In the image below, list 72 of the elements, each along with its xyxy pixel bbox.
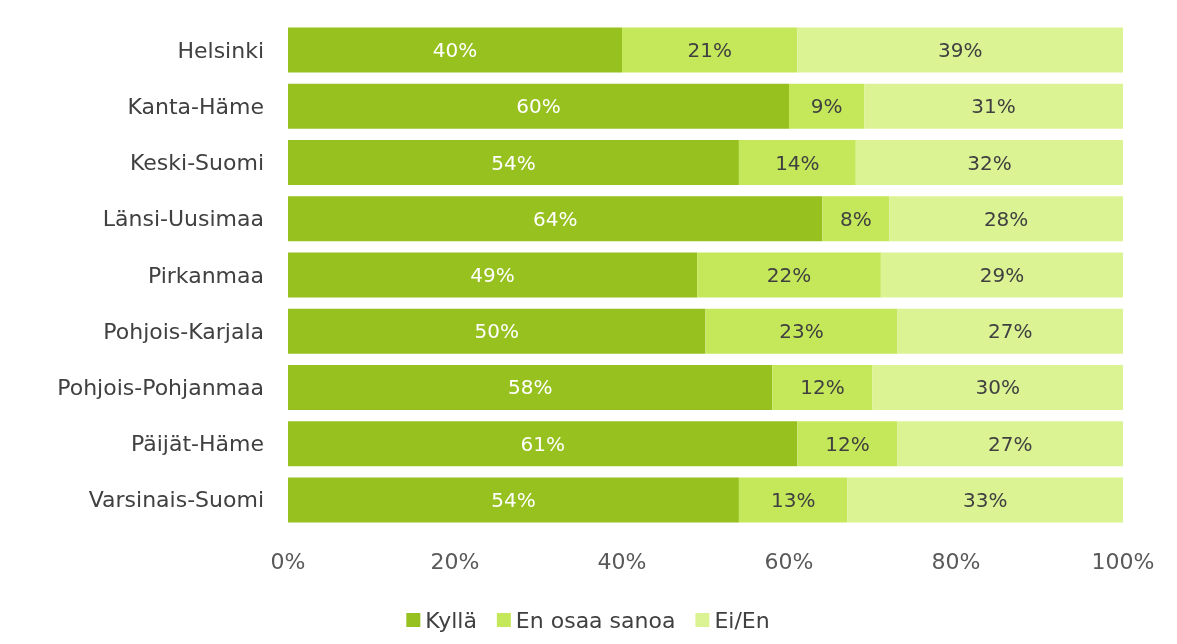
y-tick-label: Pirkanmaa — [147, 262, 264, 288]
bar — [864, 83, 1123, 129]
bar — [705, 308, 898, 354]
data-label: 54% — [491, 150, 536, 175]
bar — [822, 196, 890, 242]
bar — [288, 308, 706, 354]
data-label: 12% — [825, 431, 870, 456]
data-label: 14% — [775, 150, 820, 175]
data-label: 8% — [839, 206, 872, 231]
y-tick-label: Pohjois-Karjala — [103, 318, 264, 344]
x-tick-label: 20% — [430, 548, 480, 574]
bar — [897, 421, 1123, 467]
bar — [855, 140, 1123, 186]
bar — [789, 83, 865, 129]
bar — [797, 421, 898, 467]
x-tick-label: 100% — [1091, 548, 1155, 574]
data-label: 22% — [766, 263, 812, 287]
bar — [288, 252, 698, 298]
data-label: 32% — [967, 150, 1012, 175]
data-label: 50% — [474, 319, 519, 344]
data-label: 60% — [516, 94, 561, 119]
bar — [738, 140, 856, 186]
bar — [288, 477, 739, 523]
data-label: 61% — [520, 431, 565, 456]
y-tick-label: Länsi-Uusimaa — [102, 206, 264, 232]
data-label: 23% — [779, 319, 824, 344]
bar — [880, 252, 1123, 298]
x-tick-label: 60% — [764, 548, 814, 574]
data-label: 27% — [988, 431, 1033, 456]
legend-label: Ei/En — [714, 607, 770, 633]
bar — [288, 364, 773, 410]
bar — [872, 364, 1123, 410]
bar — [288, 27, 622, 73]
legend-label: Kyllä — [425, 607, 477, 633]
bar — [622, 27, 798, 73]
data-label: 9% — [810, 94, 843, 119]
y-tick-label: Kanta-Häme — [127, 93, 264, 119]
data-label: 40% — [432, 38, 478, 63]
data-label: 31% — [971, 94, 1016, 119]
x-tick-label: 0% — [270, 548, 306, 574]
legend-label: En osaa sanoa — [515, 607, 676, 633]
data-label: 28% — [983, 206, 1029, 231]
x-tick-label: 40% — [597, 548, 647, 574]
bar — [897, 308, 1123, 354]
y-tick-label: Keski-Suomi — [129, 150, 264, 176]
bar — [288, 83, 789, 129]
data-label: 64% — [532, 206, 578, 231]
data-label: 33% — [963, 487, 1008, 512]
data-label: 27% — [988, 319, 1033, 344]
y-tick-label: Pohjois-Pohjanmaa — [57, 374, 264, 400]
y-tick-label: Päijät-Häme — [130, 431, 264, 457]
data-label: 29% — [979, 263, 1025, 287]
bar — [847, 477, 1123, 523]
data-label: 30% — [975, 375, 1020, 400]
y-tick-label: Helsinki — [177, 37, 264, 63]
bar — [797, 27, 1123, 73]
y-tick-label: Varsinais-Suomi — [88, 487, 264, 513]
bar — [288, 140, 739, 186]
data-label: 13% — [770, 487, 816, 512]
data-label: 49% — [470, 263, 515, 287]
data-label: 21% — [687, 38, 732, 63]
data-label: 54% — [491, 487, 536, 512]
bar — [288, 421, 798, 467]
bar — [697, 252, 881, 298]
data-label: 58% — [507, 375, 553, 400]
data-label: 39% — [937, 38, 983, 63]
bar — [772, 364, 873, 410]
x-tick-label: 80% — [931, 548, 981, 574]
data-label: 12% — [800, 375, 845, 400]
bar — [889, 196, 1123, 242]
bar — [288, 196, 823, 242]
bar — [738, 477, 848, 523]
